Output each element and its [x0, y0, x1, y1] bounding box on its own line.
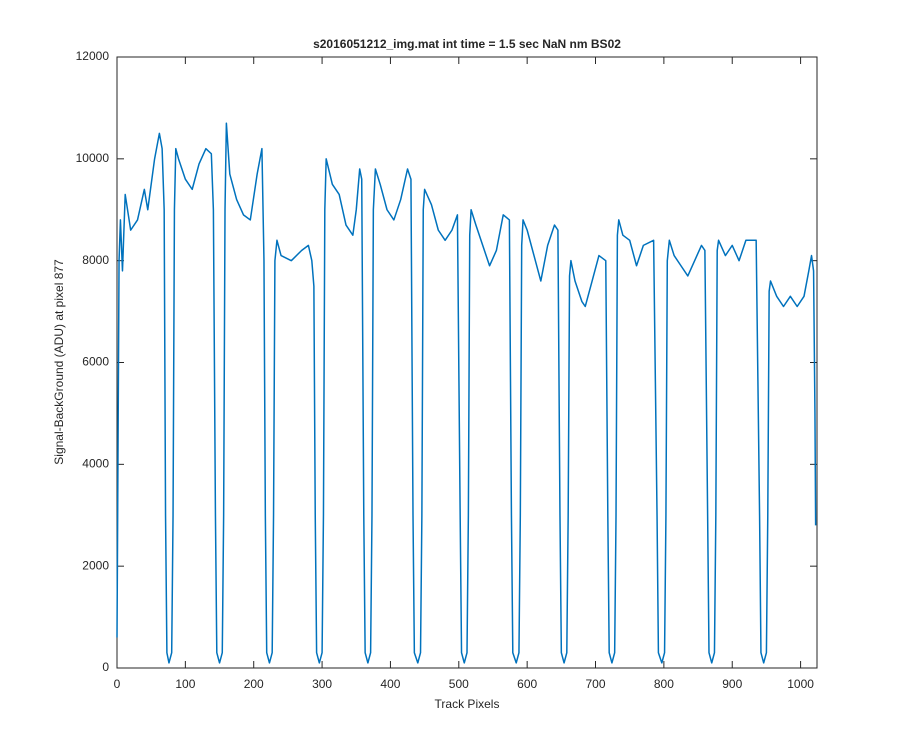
x-tick-label: 200 [244, 677, 264, 691]
x-tick-label: 400 [380, 677, 400, 691]
x-tick-label: 100 [175, 677, 195, 691]
x-tick-label: 0 [114, 677, 121, 691]
x-tick-label: 900 [722, 677, 742, 691]
y-tick-label: 4000 [82, 457, 109, 471]
x-tick-label: 300 [312, 677, 332, 691]
y-tick-label: 10000 [76, 151, 110, 165]
y-tick-label: 8000 [82, 253, 109, 267]
y-tick-label: 12000 [76, 49, 110, 63]
x-tick-label: 500 [449, 677, 469, 691]
x-tick-label: 1000 [787, 677, 814, 691]
y-tick-label: 6000 [82, 355, 109, 369]
x-axis-label: Track Pixels [435, 697, 500, 711]
x-tick-label: 600 [517, 677, 537, 691]
chart-title: s2016051212_img.mat int time = 1.5 sec N… [313, 37, 621, 51]
y-tick-label: 2000 [82, 558, 109, 572]
data-line [116, 122, 817, 664]
y-axis-label: Signal-BackGround (ADU) at pixel 877 [52, 259, 66, 465]
x-tick-label: 700 [586, 677, 606, 691]
x-tick-label: 800 [654, 677, 674, 691]
y-tick-label: 0 [102, 660, 109, 674]
